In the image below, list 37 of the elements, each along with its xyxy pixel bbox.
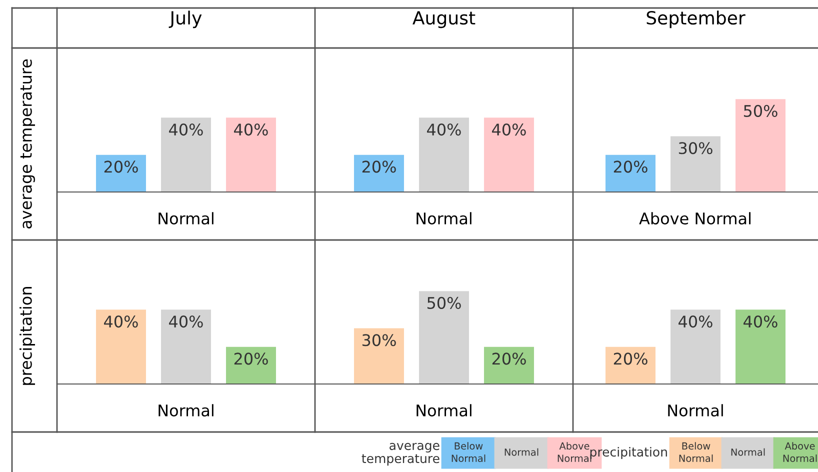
data-label: 40% [234,124,268,136]
text: Below Normal [679,442,713,462]
x-axis-title: Above Normal [639,212,750,224]
data-label: 50% [427,296,461,310]
data-label: 20% [614,160,648,173]
data-label: 20% [614,352,648,365]
y-axis-title: precipitation [20,287,35,385]
data-label: 20% [362,160,396,173]
text: Normal [504,448,538,456]
data-label: 40% [492,124,526,136]
x-axis-title: Normal [668,404,723,416]
chart-title: August [412,11,476,28]
data-label: 40% [744,316,778,328]
y-axis-title: average temperature [20,59,35,228]
data-label: 40% [678,316,712,328]
x-axis-title: Normal [158,212,214,224]
data-label: 30% [362,334,396,346]
chart-title: July [168,10,202,28]
x-axis-title: Normal [416,212,472,224]
data-label: 40% [169,316,203,328]
text: Below Normal [452,442,486,462]
data-label: 30% [678,142,712,154]
data-label: 20% [492,352,526,365]
text: Above Normal [558,442,592,462]
legend-title: average temperature [362,442,440,466]
chart-title: September [646,10,746,28]
x-axis-title: Normal [158,404,214,416]
data-label: 40% [427,124,461,136]
text: Above Normal [783,442,817,462]
data-label: 40% [104,316,138,328]
data-label: 20% [104,160,138,173]
text: Normal [731,448,765,456]
data-label: 40% [169,124,203,136]
x-axis-title: Normal [416,404,472,416]
data-label: 50% [744,104,778,118]
legend-title: precipitation [590,446,667,460]
data-label: 20% [234,352,268,365]
